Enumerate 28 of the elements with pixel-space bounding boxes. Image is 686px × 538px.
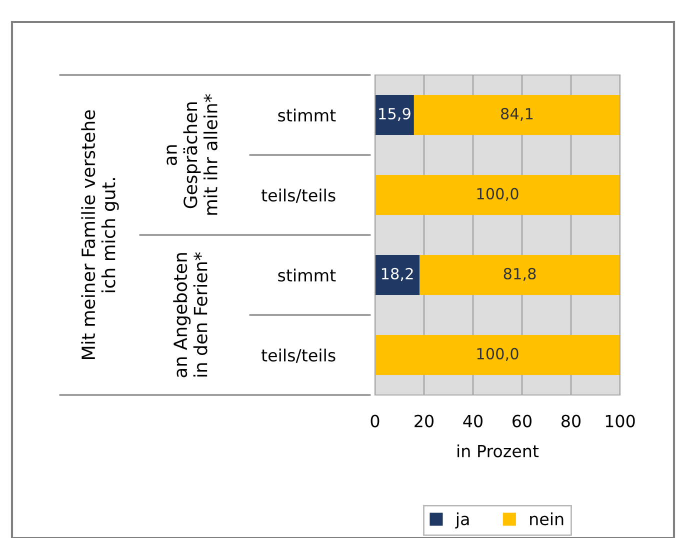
x-axis-title: in Prozent (458, 444, 539, 458)
y-tick-label: teils/teils (261, 348, 336, 363)
legend-label: nein (530, 512, 564, 526)
y-tick-label: stimmt (278, 108, 336, 122)
x-tick-label: 100 (606, 414, 635, 428)
data-label: 81,8 (504, 268, 536, 281)
bar (375, 335, 620, 375)
data-label: 84,1 (501, 108, 533, 121)
bar (375, 95, 414, 135)
y-tick-label: stimmt (278, 268, 336, 282)
data-label: 100,0 (477, 348, 518, 361)
x-tick-label: 0 (370, 414, 380, 428)
bar (414, 95, 620, 135)
data-label: 100,0 (477, 188, 518, 201)
data-label: 18,2 (382, 268, 413, 281)
bar (420, 255, 620, 295)
x-tick-label: 20 (414, 414, 434, 428)
y-tick-label: teils/teils (261, 188, 336, 203)
text: Mit meiner Familie verstehe ich mich gut. (81, 110, 119, 359)
x-tick-label: 80 (562, 414, 580, 428)
bar (375, 255, 420, 295)
text: an Gesprächen mit ihr allein* (166, 94, 218, 215)
bar (375, 175, 620, 215)
legend-label: ja (455, 512, 469, 529)
text: an Angeboten in den Ferien* (173, 252, 208, 378)
data-label: 15,9 (379, 108, 410, 121)
x-tick-label: 40 (463, 414, 482, 428)
x-tick-label: 60 (512, 414, 532, 428)
